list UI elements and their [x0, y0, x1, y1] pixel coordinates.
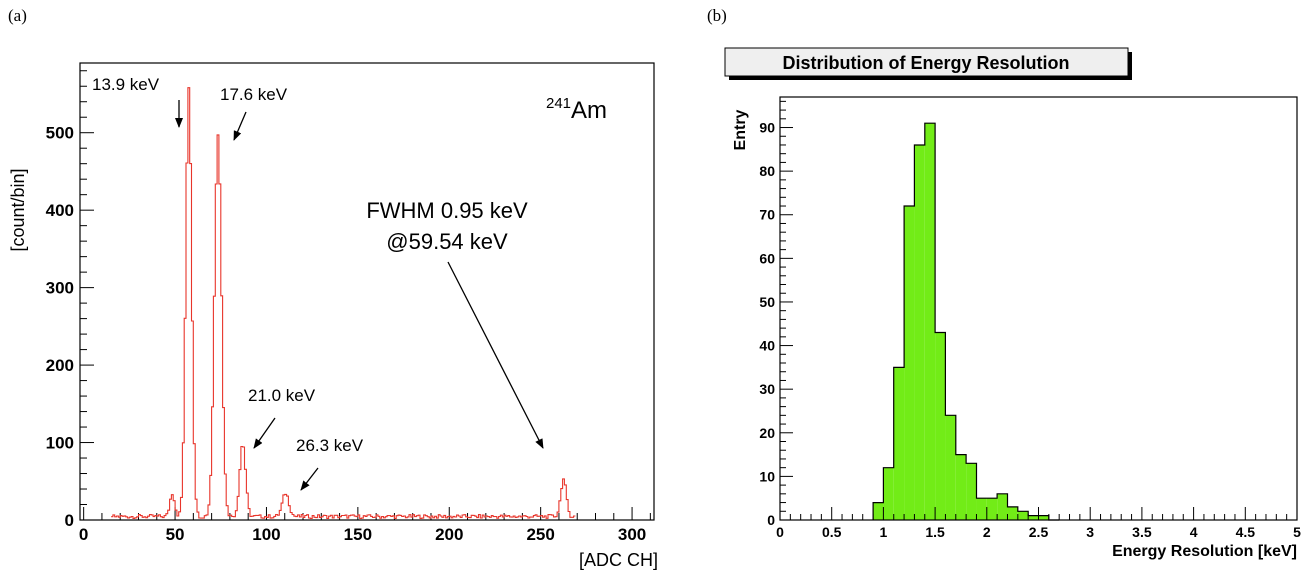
x-tick-label-b: 1 [880, 524, 888, 540]
annotation-arrow [253, 417, 276, 449]
x-tick-label-b: 5 [1293, 524, 1301, 540]
x-tick-label-a: 250 [526, 525, 554, 544]
y-tick-label-a: 100 [46, 434, 74, 453]
x-axis-label-b: Energy Resolution [keV] [1112, 543, 1297, 560]
y-tick-label-b: 20 [759, 425, 775, 441]
x-tick-label-b: 3.5 [1132, 524, 1152, 540]
histogram-bar [955, 454, 967, 520]
y-tick-label-b: 40 [759, 338, 775, 354]
title-box [724, 47, 1129, 77]
x-tick-label-b: 0 [776, 524, 784, 540]
panel-label-a: (a) [8, 6, 27, 25]
histogram-bar [924, 123, 936, 520]
x-tick-label-b: 1.5 [925, 524, 945, 540]
y-tick-label-b: 90 [759, 120, 775, 136]
peak-annotation: 21.0 keV [248, 386, 316, 405]
histogram-bar [1038, 515, 1049, 520]
histogram-bar [997, 493, 1008, 520]
histogram-bar [966, 463, 977, 520]
x-axis-label-a: [ADC CH] [579, 550, 658, 570]
histogram-bar [893, 367, 905, 520]
histogram-bar [1028, 515, 1039, 520]
panel-label-b: (b) [707, 6, 727, 25]
x-tick-label-b: 2.5 [1029, 524, 1049, 540]
x-tick-label-a: 50 [166, 525, 185, 544]
peak-annotation: FWHM 0.95 keV [366, 198, 528, 223]
y-tick-label-a: 300 [46, 279, 74, 298]
peak-annotation: @59.54 keV [386, 229, 508, 254]
peak-annotation: 13.9 keV [92, 75, 160, 94]
peak-annotation: 26.3 keV [296, 436, 364, 455]
histogram-bar [1007, 506, 1018, 520]
x-tick-label-b: 0.5 [822, 524, 842, 540]
x-tick-label-b: 2 [983, 524, 991, 540]
y-tick-label-b: 50 [759, 294, 775, 310]
y-tick-label-b: 60 [759, 250, 775, 266]
histogram-bar [1017, 511, 1029, 520]
annotation-arrow [447, 261, 544, 449]
plot-frame-a [79, 62, 655, 521]
y-tick-label-b: 30 [759, 381, 775, 397]
histogram-bar [873, 502, 884, 520]
x-tick-label-a: 200 [435, 525, 463, 544]
spectrum-line [111, 87, 576, 519]
peak-annotation: 17.6 keV [220, 85, 288, 104]
x-tick-label-b: 4 [1190, 524, 1198, 540]
y-tick-label-b: 70 [759, 207, 775, 223]
histogram-bar [976, 498, 987, 520]
histogram-outline [872, 122, 1060, 521]
histogram-bar [883, 467, 894, 520]
x-tick-label-a: 100 [252, 525, 280, 544]
annotation-arrow [233, 111, 247, 141]
y-tick-label-a: 500 [46, 124, 74, 143]
y-tick-label-a: 0 [65, 511, 74, 530]
chart-title-b: Distribution of Energy Resolution [783, 53, 1070, 73]
x-tick-label-a: 0 [79, 525, 88, 544]
histogram-bar [986, 498, 998, 520]
y-tick-label-b: 0 [767, 512, 775, 528]
y-axis-label-b: Entry [732, 109, 749, 150]
x-tick-label-b: 4.5 [1236, 524, 1256, 540]
x-tick-label-a: 150 [344, 525, 372, 544]
histogram-bar [935, 332, 946, 520]
y-tick-label-b: 80 [759, 163, 775, 179]
annotation-arrow [300, 467, 319, 491]
y-axis-label-a: [count/bin] [8, 168, 28, 251]
x-tick-label-b: 3 [1086, 524, 1094, 540]
isotope-label: 241Am [546, 95, 607, 124]
y-tick-label-a: 200 [46, 356, 74, 375]
histogram-bar [904, 206, 915, 520]
y-tick-label-b: 10 [759, 468, 775, 484]
plot-frame-b [779, 96, 1298, 521]
histogram-bar [945, 415, 956, 520]
histogram-bar [914, 144, 925, 521]
y-tick-label-a: 400 [46, 201, 74, 220]
x-tick-label-a: 300 [618, 525, 646, 544]
